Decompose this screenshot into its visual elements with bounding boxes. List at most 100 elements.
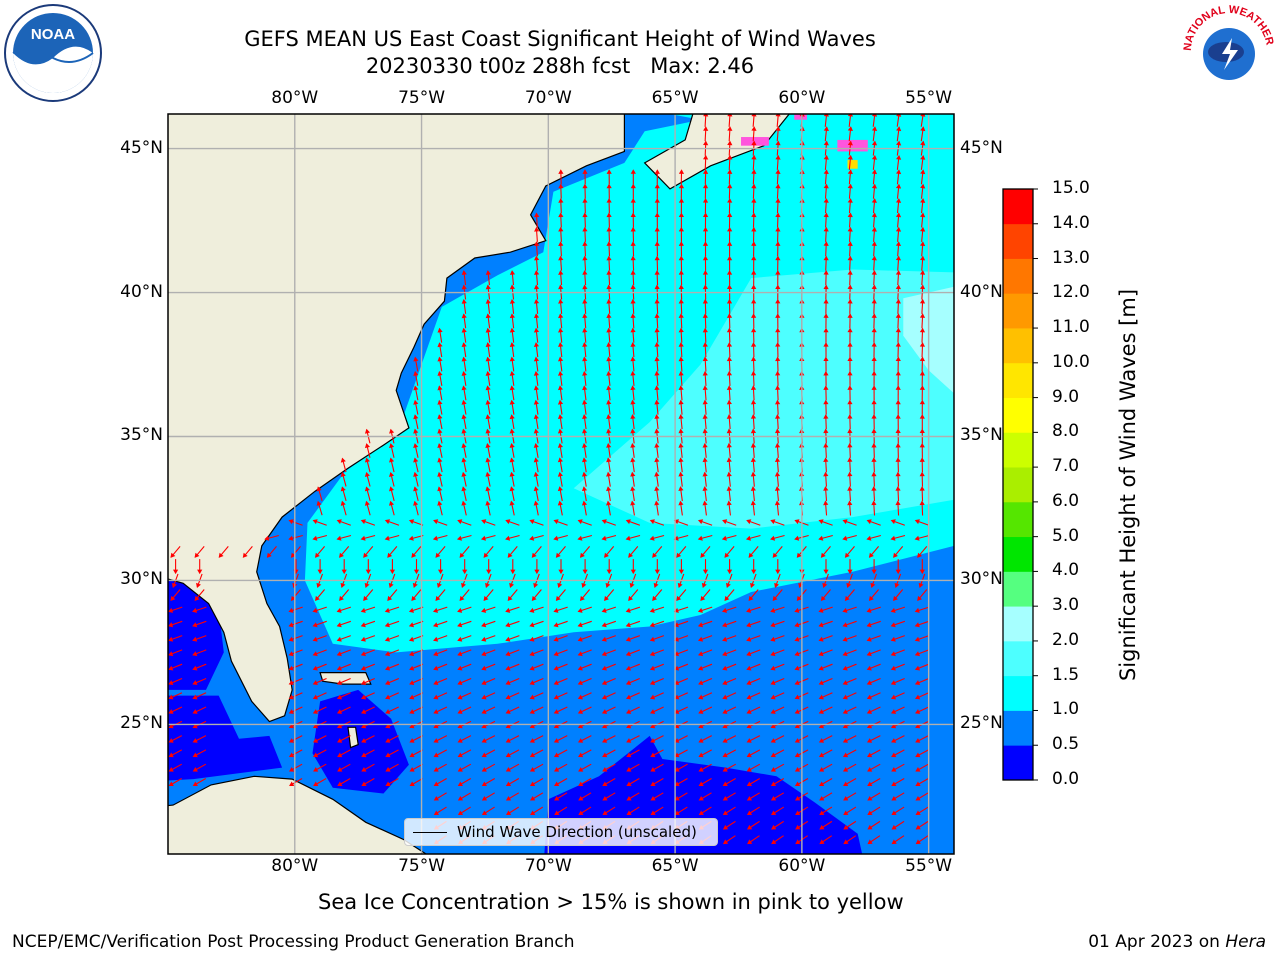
wave-arrow bbox=[509, 414, 515, 430]
wave-arrow bbox=[554, 778, 568, 787]
wave-arrow bbox=[823, 154, 829, 170]
wave-arrow bbox=[509, 500, 515, 516]
wave-arrow bbox=[314, 545, 326, 558]
top-lon-tick-label: 70°W bbox=[524, 88, 572, 108]
bottom-lon-tick-label: 60°W bbox=[778, 856, 826, 876]
wave-arrow bbox=[582, 241, 588, 257]
wave-arrow bbox=[702, 198, 709, 214]
wave-arrow bbox=[920, 198, 926, 214]
colorbar-segment bbox=[1003, 640, 1033, 677]
wave-arrow bbox=[361, 778, 375, 787]
wave-arrow bbox=[630, 212, 636, 228]
wave-arrow bbox=[461, 342, 467, 358]
wave-arrow bbox=[505, 792, 520, 801]
wave-arrow bbox=[170, 545, 181, 558]
wave-arrow bbox=[866, 620, 881, 628]
wave-arrow bbox=[871, 241, 877, 257]
wave-arrow bbox=[724, 589, 735, 602]
wave-arrow bbox=[432, 534, 448, 541]
wave-arrow bbox=[871, 126, 878, 142]
sea-ice-note: Sea Ice Concentration > 15% is shown in … bbox=[318, 890, 904, 914]
wave-arrow bbox=[577, 735, 592, 743]
wave-arrow bbox=[360, 519, 376, 526]
wave-arrow bbox=[533, 313, 540, 329]
wave-arrow bbox=[289, 763, 303, 772]
colorbar-segment bbox=[1003, 571, 1033, 607]
wave-arrow bbox=[920, 183, 926, 199]
wave-arrow bbox=[485, 370, 491, 386]
wave-arrow bbox=[842, 635, 857, 642]
wave-arrow bbox=[336, 692, 351, 700]
wave-arrow bbox=[485, 399, 491, 415]
wave-arrow bbox=[818, 649, 833, 657]
wave-arrow bbox=[192, 706, 207, 714]
wave-arrow bbox=[505, 534, 520, 541]
wave-arrow bbox=[266, 545, 277, 558]
wave-arrow bbox=[867, 763, 881, 772]
wave-arrow bbox=[533, 270, 540, 286]
wave-arrow bbox=[866, 706, 881, 714]
wave-arrow bbox=[649, 663, 664, 671]
wave-arrow bbox=[847, 298, 853, 314]
wave-arrow bbox=[819, 763, 833, 772]
wave-arrow bbox=[582, 342, 588, 358]
wave-arrow bbox=[606, 500, 612, 516]
wave-arrow bbox=[530, 792, 544, 801]
wave-arrow bbox=[697, 635, 713, 642]
wave-arrow bbox=[722, 835, 736, 845]
wave-arrow bbox=[890, 534, 906, 541]
wave-arrow bbox=[652, 589, 663, 602]
wave-arrow bbox=[819, 820, 833, 830]
wave-arrow bbox=[818, 620, 833, 628]
wave-arrow bbox=[915, 778, 929, 787]
wave-arrow bbox=[746, 692, 761, 700]
wave-arrow bbox=[770, 778, 785, 787]
wave-arrow bbox=[630, 226, 636, 242]
wave-arrow bbox=[823, 471, 829, 487]
wave-arrow bbox=[312, 620, 327, 628]
wave-arrow bbox=[435, 589, 446, 602]
wave-arrow bbox=[727, 198, 733, 214]
wave-arrow bbox=[871, 226, 877, 242]
wave-arrow bbox=[819, 778, 833, 787]
wave-arrow bbox=[461, 500, 467, 516]
wave-arrow bbox=[505, 735, 520, 743]
wave-arrow bbox=[891, 835, 905, 845]
wave-arrow bbox=[385, 749, 399, 758]
wave-arrow bbox=[554, 792, 568, 801]
wave-arrow bbox=[433, 735, 448, 743]
wave-arrow bbox=[726, 270, 733, 286]
wave-arrow bbox=[168, 778, 182, 787]
wave-arrow bbox=[847, 212, 853, 228]
wave-arrow bbox=[818, 706, 833, 714]
wave-arrow bbox=[847, 471, 853, 487]
wave-arrow bbox=[678, 471, 684, 487]
wave-arrow bbox=[168, 735, 183, 743]
wave-arrow bbox=[747, 835, 760, 845]
wave-arrow bbox=[770, 792, 785, 801]
wave-arrow bbox=[703, 169, 709, 185]
wave-arrow bbox=[915, 835, 929, 845]
wave-arrow bbox=[437, 342, 443, 358]
wave-arrow bbox=[601, 706, 616, 714]
wave-arrow bbox=[697, 606, 713, 613]
wave-arrow bbox=[534, 559, 540, 575]
wave-arrow bbox=[820, 589, 831, 602]
colorbar-tick-label: 3.0 bbox=[1052, 595, 1080, 616]
wave-arrow bbox=[433, 677, 448, 685]
wave-arrow bbox=[168, 606, 183, 613]
wave-arrow bbox=[582, 385, 588, 401]
wave-arrow bbox=[847, 457, 853, 473]
wave-arrow bbox=[389, 559, 395, 575]
wave-arrow bbox=[920, 241, 926, 257]
wave-arrow bbox=[385, 735, 399, 743]
wave-arrow bbox=[818, 663, 833, 671]
wave-arrow bbox=[698, 706, 713, 714]
wave-arrow bbox=[823, 226, 829, 242]
wave-arrow bbox=[914, 519, 930, 526]
wave-arrow bbox=[919, 342, 926, 358]
wave-arrow bbox=[409, 749, 423, 758]
wave-arrow bbox=[192, 735, 207, 743]
wave-arrow bbox=[384, 534, 400, 541]
wave-arrow bbox=[529, 749, 544, 758]
